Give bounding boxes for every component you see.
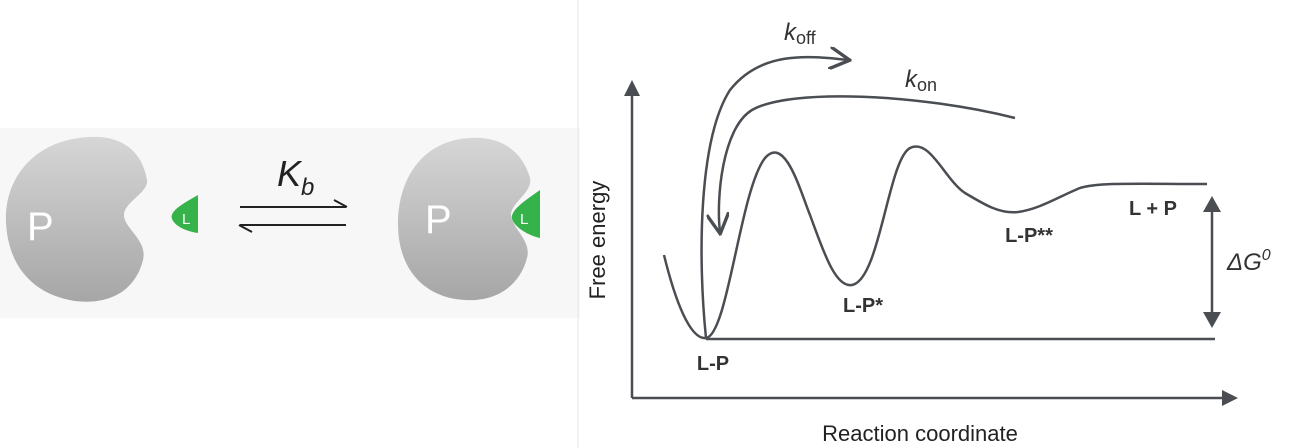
k-off-subscript: off bbox=[796, 28, 817, 48]
state-label-intermediate-1: L-P* bbox=[843, 295, 883, 317]
delta-g-arrowhead-top bbox=[1203, 196, 1221, 212]
equilibrium-arrows: Kb bbox=[238, 153, 348, 233]
x-axis-label: Reaction coordinate bbox=[822, 421, 1018, 446]
protein-bound-shape bbox=[398, 137, 531, 301]
ligand-unbound-shape bbox=[171, 195, 198, 233]
protein-label-unbound: P bbox=[27, 205, 54, 249]
bound-complex: P L bbox=[398, 137, 540, 301]
k-on-label: kon bbox=[905, 66, 937, 95]
k-off-arrow bbox=[700, 57, 848, 339]
delta-g-label: ΔG0 bbox=[1226, 247, 1271, 276]
state-label-bound: L-P bbox=[697, 353, 729, 375]
ligand-label-unbound: L bbox=[182, 211, 190, 228]
k-on-arrow bbox=[719, 95, 1016, 232]
ligand-label-bound: L bbox=[520, 211, 528, 228]
delta-g-superscript: 0 bbox=[1262, 247, 1271, 264]
delta-g-symbol: ΔG bbox=[1226, 249, 1262, 276]
y-axis-label: Free energy bbox=[585, 181, 610, 300]
k-on-subscript: on bbox=[917, 75, 937, 95]
x-axis-arrowhead bbox=[1222, 390, 1238, 406]
forward-arrow-barb bbox=[333, 199, 348, 208]
k-off-symbol: k bbox=[784, 19, 798, 46]
y-axis-arrowhead bbox=[624, 80, 640, 96]
k-on-symbol: k bbox=[905, 66, 919, 93]
k-off-label: koff bbox=[784, 19, 817, 48]
reverse-arrow-barb bbox=[238, 224, 253, 233]
state-label-unbound: L + P bbox=[1129, 198, 1177, 220]
binding-constant-symbol: Kb bbox=[277, 153, 314, 201]
binding-constant-subscript: b bbox=[301, 174, 314, 201]
state-label-intermediate-2: L-P** bbox=[1005, 225, 1053, 247]
ligand-bound-shape bbox=[511, 190, 540, 238]
delta-g-arrowhead-bottom bbox=[1203, 312, 1221, 328]
free-energy-curve bbox=[662, 145, 1208, 340]
unbound-complex: P L bbox=[5, 136, 198, 302]
energy-landscape: Free energy Reaction coordinate koff kon… bbox=[585, 19, 1271, 446]
protein-unbound-shape bbox=[5, 136, 148, 302]
protein-label-bound: P bbox=[425, 198, 452, 242]
binding-constant-k: K bbox=[277, 153, 303, 194]
